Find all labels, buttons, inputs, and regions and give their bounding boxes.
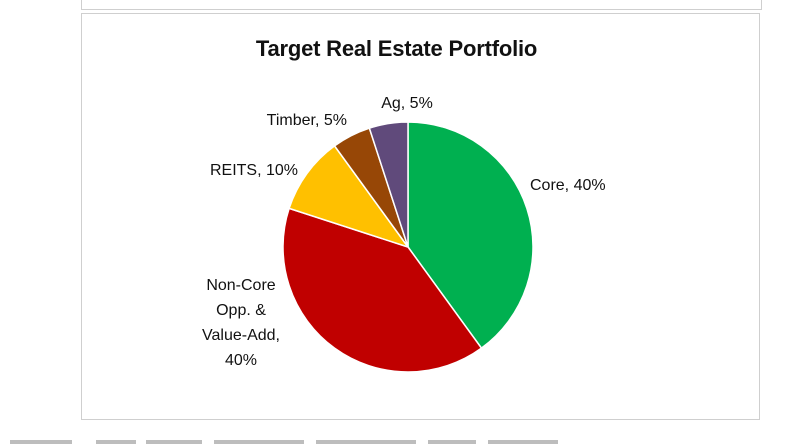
slice-label-ag: Ag, 5% [381, 95, 433, 112]
slice-label-reits: REITS, 10% [210, 162, 298, 179]
pie-slice-non-core-opp-value-add [282, 207, 483, 373]
pie-labels: Core, 40% Non-Core Opp. & Value-Add, 40% REIT… [202, 95, 606, 369]
pie-slice-ag [368, 121, 409, 248]
chart-title: Target Real Estate Portfolio [255, 36, 538, 61]
pie-slice-core [407, 121, 534, 350]
slice-label-core: Core, 40% [530, 177, 606, 194]
previous-chart-frame [81, 0, 762, 10]
slice-label-timber: Timber, 5% [267, 112, 347, 129]
pie-slice-reits [288, 144, 410, 249]
cropped-text-strip [0, 436, 793, 446]
pie-slices [282, 121, 534, 373]
slice-label-non-core-opp-value-add: Non-Core Opp. & Value-Add, 40% [202, 277, 280, 369]
